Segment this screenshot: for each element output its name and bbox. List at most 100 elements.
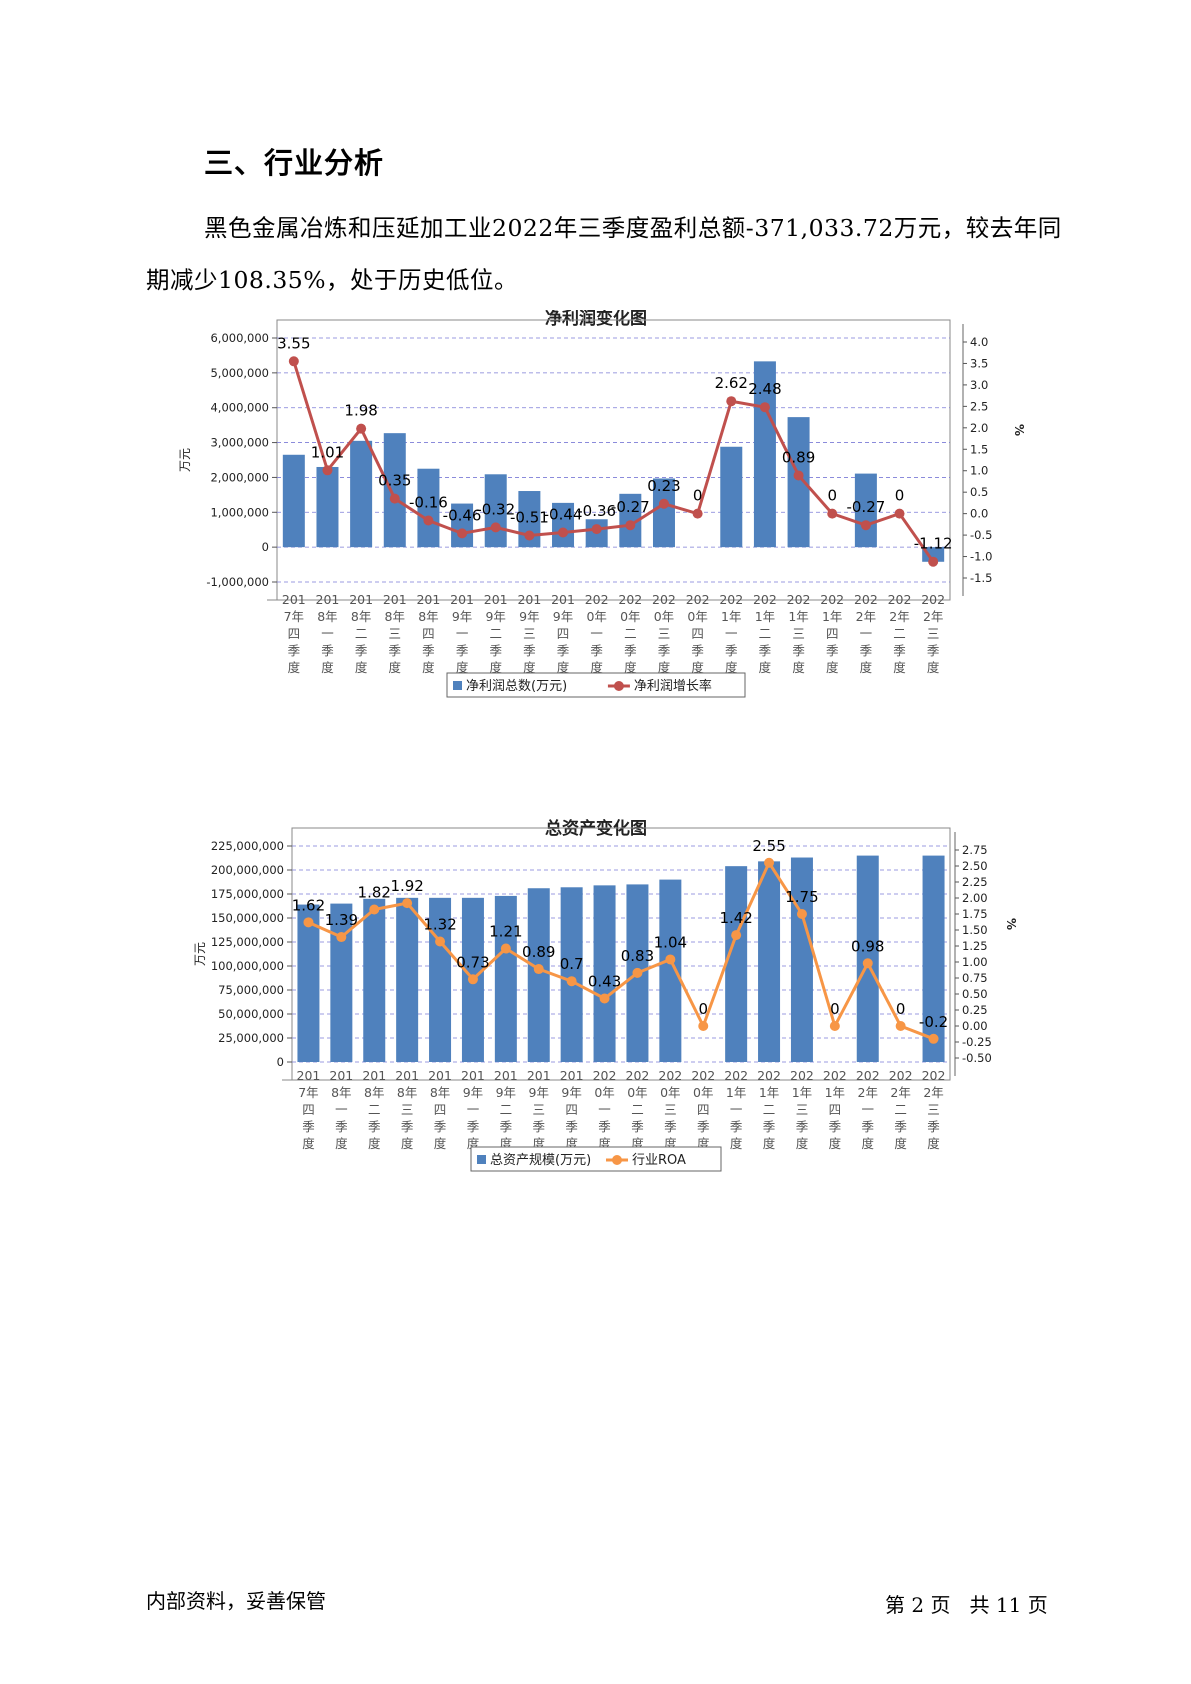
y2-tick-label: 2.5 <box>970 399 988 413</box>
x-tick-label-line: 0年 <box>693 1085 713 1100</box>
y-tick-label: 2,000,000 <box>210 470 269 484</box>
line-point <box>558 527 569 538</box>
bar <box>922 547 945 562</box>
x-tick-label-line: 度 <box>624 660 637 675</box>
x-tick-label-line: 季 <box>335 1119 348 1134</box>
x-tick-label-line: 201 <box>282 592 306 607</box>
page-prefix: 第 <box>885 1593 905 1617</box>
line-point <box>389 493 400 504</box>
x-tick-label-line: 四 <box>697 1102 710 1117</box>
x-tick-label-line: 季 <box>927 643 940 658</box>
line-point <box>322 465 333 476</box>
x-tick-label-line: 三 <box>532 1102 545 1117</box>
line-point <box>402 898 413 909</box>
data-label: 0 <box>698 1000 708 1018</box>
x-tick-label-line: 202 <box>691 1068 715 1083</box>
bar <box>297 904 320 1062</box>
plot-frame <box>276 319 951 601</box>
data-label: 0.73 <box>456 953 489 971</box>
x-tick-label-line: 0年 <box>627 1085 647 1100</box>
x-tick-label-line: 1年 <box>726 1085 746 1100</box>
x-tick-label-line: 2年 <box>889 609 909 624</box>
x-tick-label-line: 四 <box>557 626 570 641</box>
line-point <box>356 423 367 434</box>
bar <box>417 468 440 548</box>
x-tick-label-line: 1年 <box>825 1085 845 1100</box>
x-tick-label-line: 度 <box>288 660 301 675</box>
x-tick-label: 202 2年三季度 <box>922 1068 946 1151</box>
x-tick-label-line: 1年 <box>755 609 775 624</box>
x-tick-label-line: 度 <box>927 660 940 675</box>
bar <box>725 866 748 1062</box>
x-tick-label-line: 三 <box>523 626 536 641</box>
bar <box>593 885 616 1062</box>
x-tick-label-line: 202 <box>753 592 777 607</box>
bar <box>451 503 474 548</box>
x-tick-label-line: 度 <box>658 660 671 675</box>
bar <box>720 446 743 548</box>
x-tick-label-line: 9年 <box>519 609 539 624</box>
y-tick-label: 1,000,000 <box>210 505 269 519</box>
x-tick-label-line: 202 <box>585 592 609 607</box>
bar <box>652 478 675 548</box>
x-tick-label-line: 度 <box>829 1136 842 1151</box>
bar <box>758 861 781 1062</box>
bar <box>383 433 406 548</box>
x-tick-label-line: 四 <box>829 1102 842 1117</box>
total-suffix: 页 <box>1027 1593 1048 1617</box>
line-point <box>303 917 314 928</box>
legend-box <box>446 672 746 698</box>
y2-tick-label: 2.50 <box>962 859 988 873</box>
x-tick-label-line: 季 <box>725 643 738 658</box>
x-tick-label-line: 202 <box>922 1068 946 1083</box>
line-point <box>862 958 873 969</box>
data-label: 1.01 <box>311 443 344 461</box>
x-tick-label-line: 8年 <box>430 1085 450 1100</box>
data-label: -0.36 <box>577 502 616 520</box>
x-tick-label-line: 1年 <box>788 609 808 624</box>
x-tick-label-line: 202 <box>618 592 642 607</box>
data-label: 0.43 <box>588 972 621 990</box>
x-tick-label-line: 二 <box>763 1102 776 1117</box>
legend-bar-swatch <box>453 681 462 690</box>
x-tick-label-line: 202 <box>719 592 743 607</box>
x-tick-label-line: 度 <box>927 1136 940 1151</box>
line-point <box>860 520 871 531</box>
x-tick-label-line: 度 <box>368 1136 381 1151</box>
legend-line-marker <box>612 1155 622 1165</box>
x-tick-label-line: 201 <box>383 592 407 607</box>
x-tick-label-line: 202 <box>856 1068 880 1083</box>
line-point <box>599 993 610 1004</box>
data-label: 2.48 <box>748 380 781 398</box>
net-profit-chart: 净利润变化图6,000,0005,000,0004,000,0003,000,0… <box>178 310 1026 698</box>
x-tick-label-line: 201 <box>428 1068 452 1083</box>
x-tick-label-line: 度 <box>321 660 334 675</box>
y2-tick-label: 1.00 <box>962 955 988 969</box>
x-tick-label-line: 二 <box>489 626 502 641</box>
bar <box>350 440 373 548</box>
y-axis-label: 万元 <box>178 448 192 472</box>
x-tick-label-line: 季 <box>467 1119 480 1134</box>
x-tick-label-line: 季 <box>434 1119 447 1134</box>
bar <box>787 417 810 548</box>
bar <box>330 903 353 1062</box>
legend-bar-label: 净利润总数(万元) <box>466 679 567 694</box>
x-tick-label-line: 202 <box>790 1068 814 1083</box>
data-label: 1.39 <box>325 911 358 929</box>
x-tick-label-line: 202 <box>921 592 945 607</box>
summary-paragraph: 黑色金属冶炼和压延加工业2022年三季度盈利总额-371,033.72万元，较去… <box>146 214 1062 294</box>
line-point <box>928 556 939 567</box>
x-tick-label-line: 季 <box>730 1119 743 1134</box>
footer-page-info: 第 2 页 共 11 页 <box>885 1589 1048 1618</box>
line-point <box>435 936 446 947</box>
data-label: 1.82 <box>358 884 391 902</box>
x-tick-label-line: 三 <box>401 1102 414 1117</box>
data-label: 0 <box>827 487 837 505</box>
line-point <box>759 402 770 413</box>
x-tick-label-line: 二 <box>355 626 368 641</box>
